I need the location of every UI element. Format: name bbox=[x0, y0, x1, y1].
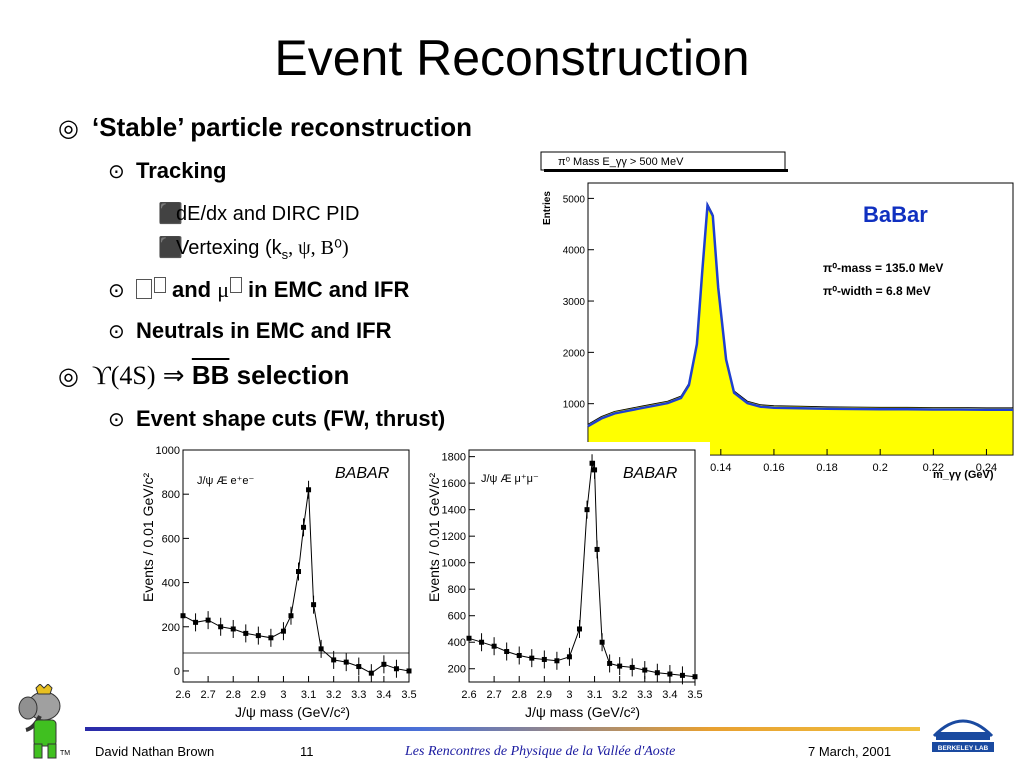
y-tick-label: 1000 bbox=[442, 558, 466, 570]
y-tick-label: 800 bbox=[448, 584, 466, 596]
jpsi-ee-plot: J/ψ Æ e⁺e⁻ BABAR Events / 0.01 GeV/c² 02… bbox=[135, 442, 425, 725]
x-tick-label: 2.9 bbox=[251, 689, 266, 701]
babar-brand: BaBar bbox=[863, 202, 928, 227]
ee-xticks: 2.6 2.7 2.8 2.9 3 3.1 3.2 3.3 3.4 3.5 bbox=[175, 676, 417, 701]
x-tick-label: 3.4 bbox=[662, 689, 677, 701]
footer-date: 7 March, 2001 bbox=[808, 744, 892, 759]
pi0-fit-curve bbox=[587, 201, 1013, 428]
trademark: TM bbox=[60, 750, 71, 757]
x-tick-label: 3 bbox=[566, 689, 572, 701]
x-tick-label: 2.9 bbox=[537, 689, 552, 701]
missing-glyph-icon bbox=[230, 277, 243, 293]
bullseye-icon: ◎ bbox=[58, 363, 79, 390]
x-tick-label: 3.2 bbox=[326, 689, 341, 701]
mumu-ylabel: Events / 0.01 GeV/c² bbox=[426, 472, 442, 602]
x-tick-label: 2.6 bbox=[175, 689, 190, 701]
y-tick-label: 200 bbox=[448, 664, 466, 676]
y-tick-label: 200 bbox=[162, 622, 180, 634]
y-tick-label: 400 bbox=[162, 578, 180, 590]
x-tick-label: 0.16 bbox=[763, 462, 784, 474]
pi0-width-annotation: π⁰-width = 6.8 MeV bbox=[823, 284, 931, 298]
y-tick-label: 0 bbox=[174, 666, 180, 678]
mumu-xticks: 2.6 2.7 2.8 2.9 3 3.1 3.2 3.3 3.4 3.5 bbox=[461, 676, 703, 701]
mumu-xlabel: J/ψ mass (GeV/c²) bbox=[525, 704, 640, 720]
y-tick-label: 3000 bbox=[563, 297, 586, 308]
x-tick-label: 2.8 bbox=[226, 689, 241, 701]
y-tick-label: 1600 bbox=[442, 478, 466, 490]
bullet-emc-ifr: ⊙ and μ in EMC and IFR bbox=[108, 277, 410, 302]
berkeley-lab-text: BERKELEY LAB bbox=[938, 745, 989, 752]
footer-page-number: 11 bbox=[300, 744, 314, 759]
x-tick-label: 2.7 bbox=[200, 689, 215, 701]
babar-brand: BABAR bbox=[335, 465, 390, 482]
x-tick-label: 3.1 bbox=[301, 689, 316, 701]
mumu-yticks: 200 400 600 800 1000 1200 1400 1600 1800 bbox=[442, 452, 475, 676]
y-tick-label: 5000 bbox=[563, 194, 586, 205]
x-tick-label: 2.7 bbox=[486, 689, 501, 701]
bullet-tracking: ⊙ Tracking bbox=[108, 158, 227, 183]
bullet-event-shape: ⊙ Event shape cuts (FW, thrust) bbox=[108, 406, 446, 431]
pi0-mass-annotation: π⁰-mass = 135.0 MeV bbox=[823, 261, 943, 275]
ee-channel-label: J/ψ Æ e⁺e⁻ bbox=[197, 475, 255, 487]
y-tick-label: 1400 bbox=[442, 505, 466, 517]
missing-glyph-icon bbox=[136, 279, 152, 299]
footer-venue: Les Rencontres de Physique de la Vallée … bbox=[405, 744, 676, 759]
bullet-bb-selection: ◎ ϒ(4S) ⇒ BB selection bbox=[58, 360, 350, 390]
y-tick-label: 400 bbox=[448, 637, 466, 649]
y-tick-label: 4000 bbox=[563, 246, 586, 257]
square-bullet-icon: ⬛ bbox=[158, 203, 183, 225]
pi0-yticks: 1000 2000 3000 4000 5000 bbox=[563, 194, 594, 411]
slide-title: Event Reconstruction bbox=[274, 30, 750, 86]
y-tick-label: 2000 bbox=[563, 348, 586, 359]
circle-dot-icon: ⊙ bbox=[108, 280, 125, 302]
missing-glyph-icon bbox=[154, 277, 166, 293]
babar-elephant-logo bbox=[18, 684, 61, 759]
y-tick-label: 800 bbox=[162, 489, 180, 501]
mumu-channel-label: J/ψ Æ μ⁺μ⁻ bbox=[481, 473, 539, 485]
jpsi-mumu-plot: J/ψ Æ μ⁺μ⁻ BABAR Events / 0.01 GeV/c² 20… bbox=[425, 442, 710, 725]
ee-xlabel: J/ψ mass (GeV/c²) bbox=[235, 704, 350, 720]
y-tick-label: 600 bbox=[448, 611, 466, 623]
x-tick-label: 3.3 bbox=[637, 689, 652, 701]
bullet-neutrals: ⊙ Neutrals in EMC and IFR bbox=[108, 318, 392, 343]
x-tick-label: 0.22 bbox=[923, 462, 944, 474]
x-tick-label: 0.14 bbox=[710, 462, 731, 474]
bullseye-icon: ◎ bbox=[58, 115, 79, 142]
circle-dot-icon: ⊙ bbox=[108, 321, 125, 343]
x-tick-label: 3.5 bbox=[401, 689, 416, 701]
berkeley-lab-logo: BERKELEY LAB bbox=[932, 719, 994, 752]
pi0-plot-header: π⁰ Mass E_γγ > 500 MeV bbox=[558, 156, 684, 168]
x-tick-label: 0.18 bbox=[816, 462, 837, 474]
circle-dot-icon: ⊙ bbox=[108, 409, 125, 431]
x-tick-label: 3.2 bbox=[612, 689, 627, 701]
y-tick-label: 1000 bbox=[563, 400, 586, 411]
y-tick-label: 600 bbox=[162, 533, 180, 545]
circle-dot-icon: ⊙ bbox=[108, 161, 125, 183]
footer-divider bbox=[85, 727, 920, 731]
ee-ylabel: Events / 0.01 GeV/c² bbox=[140, 472, 156, 602]
x-tick-label: 3 bbox=[280, 689, 286, 701]
footer-author: David Nathan Brown bbox=[95, 744, 215, 759]
ee-yticks: 0 200 400 600 800 1000 bbox=[156, 445, 189, 678]
x-tick-label: 3.1 bbox=[587, 689, 602, 701]
square-bullet-icon: ⬛ bbox=[158, 237, 183, 259]
bullet-stable-reconstruction: ◎ ‘Stable’ particle reconstruction bbox=[58, 112, 472, 142]
x-tick-label: 3.4 bbox=[376, 689, 391, 701]
x-tick-label: 2.8 bbox=[512, 689, 527, 701]
x-tick-label: 2.6 bbox=[461, 689, 476, 701]
x-tick-label: 3.3 bbox=[351, 689, 366, 701]
pi0-ylabel: Entries bbox=[542, 191, 553, 225]
pi0-xlabel: m_γγ (GeV) bbox=[933, 469, 994, 481]
x-tick-label: 3.5 bbox=[687, 689, 702, 701]
y-tick-label: 1800 bbox=[442, 452, 466, 464]
bullet-dedx: ⬛dE/dx and DIRC PID bbox=[158, 203, 360, 225]
data-point bbox=[466, 635, 472, 641]
y-tick-label: 1200 bbox=[442, 531, 466, 543]
bullet-vertexing: ⬛Vertexing (ks, ψ, B⁰) bbox=[158, 237, 349, 262]
x-tick-label: 0.24 bbox=[976, 462, 997, 474]
pi0-mass-plot: π⁰ Mass E_γγ > 500 MeV BaBar π⁰-mass = 1… bbox=[538, 150, 1016, 490]
x-tick-label: 0.2 bbox=[873, 462, 888, 474]
babar-brand: BABAR bbox=[623, 465, 678, 482]
y-tick-label: 1000 bbox=[156, 445, 180, 457]
